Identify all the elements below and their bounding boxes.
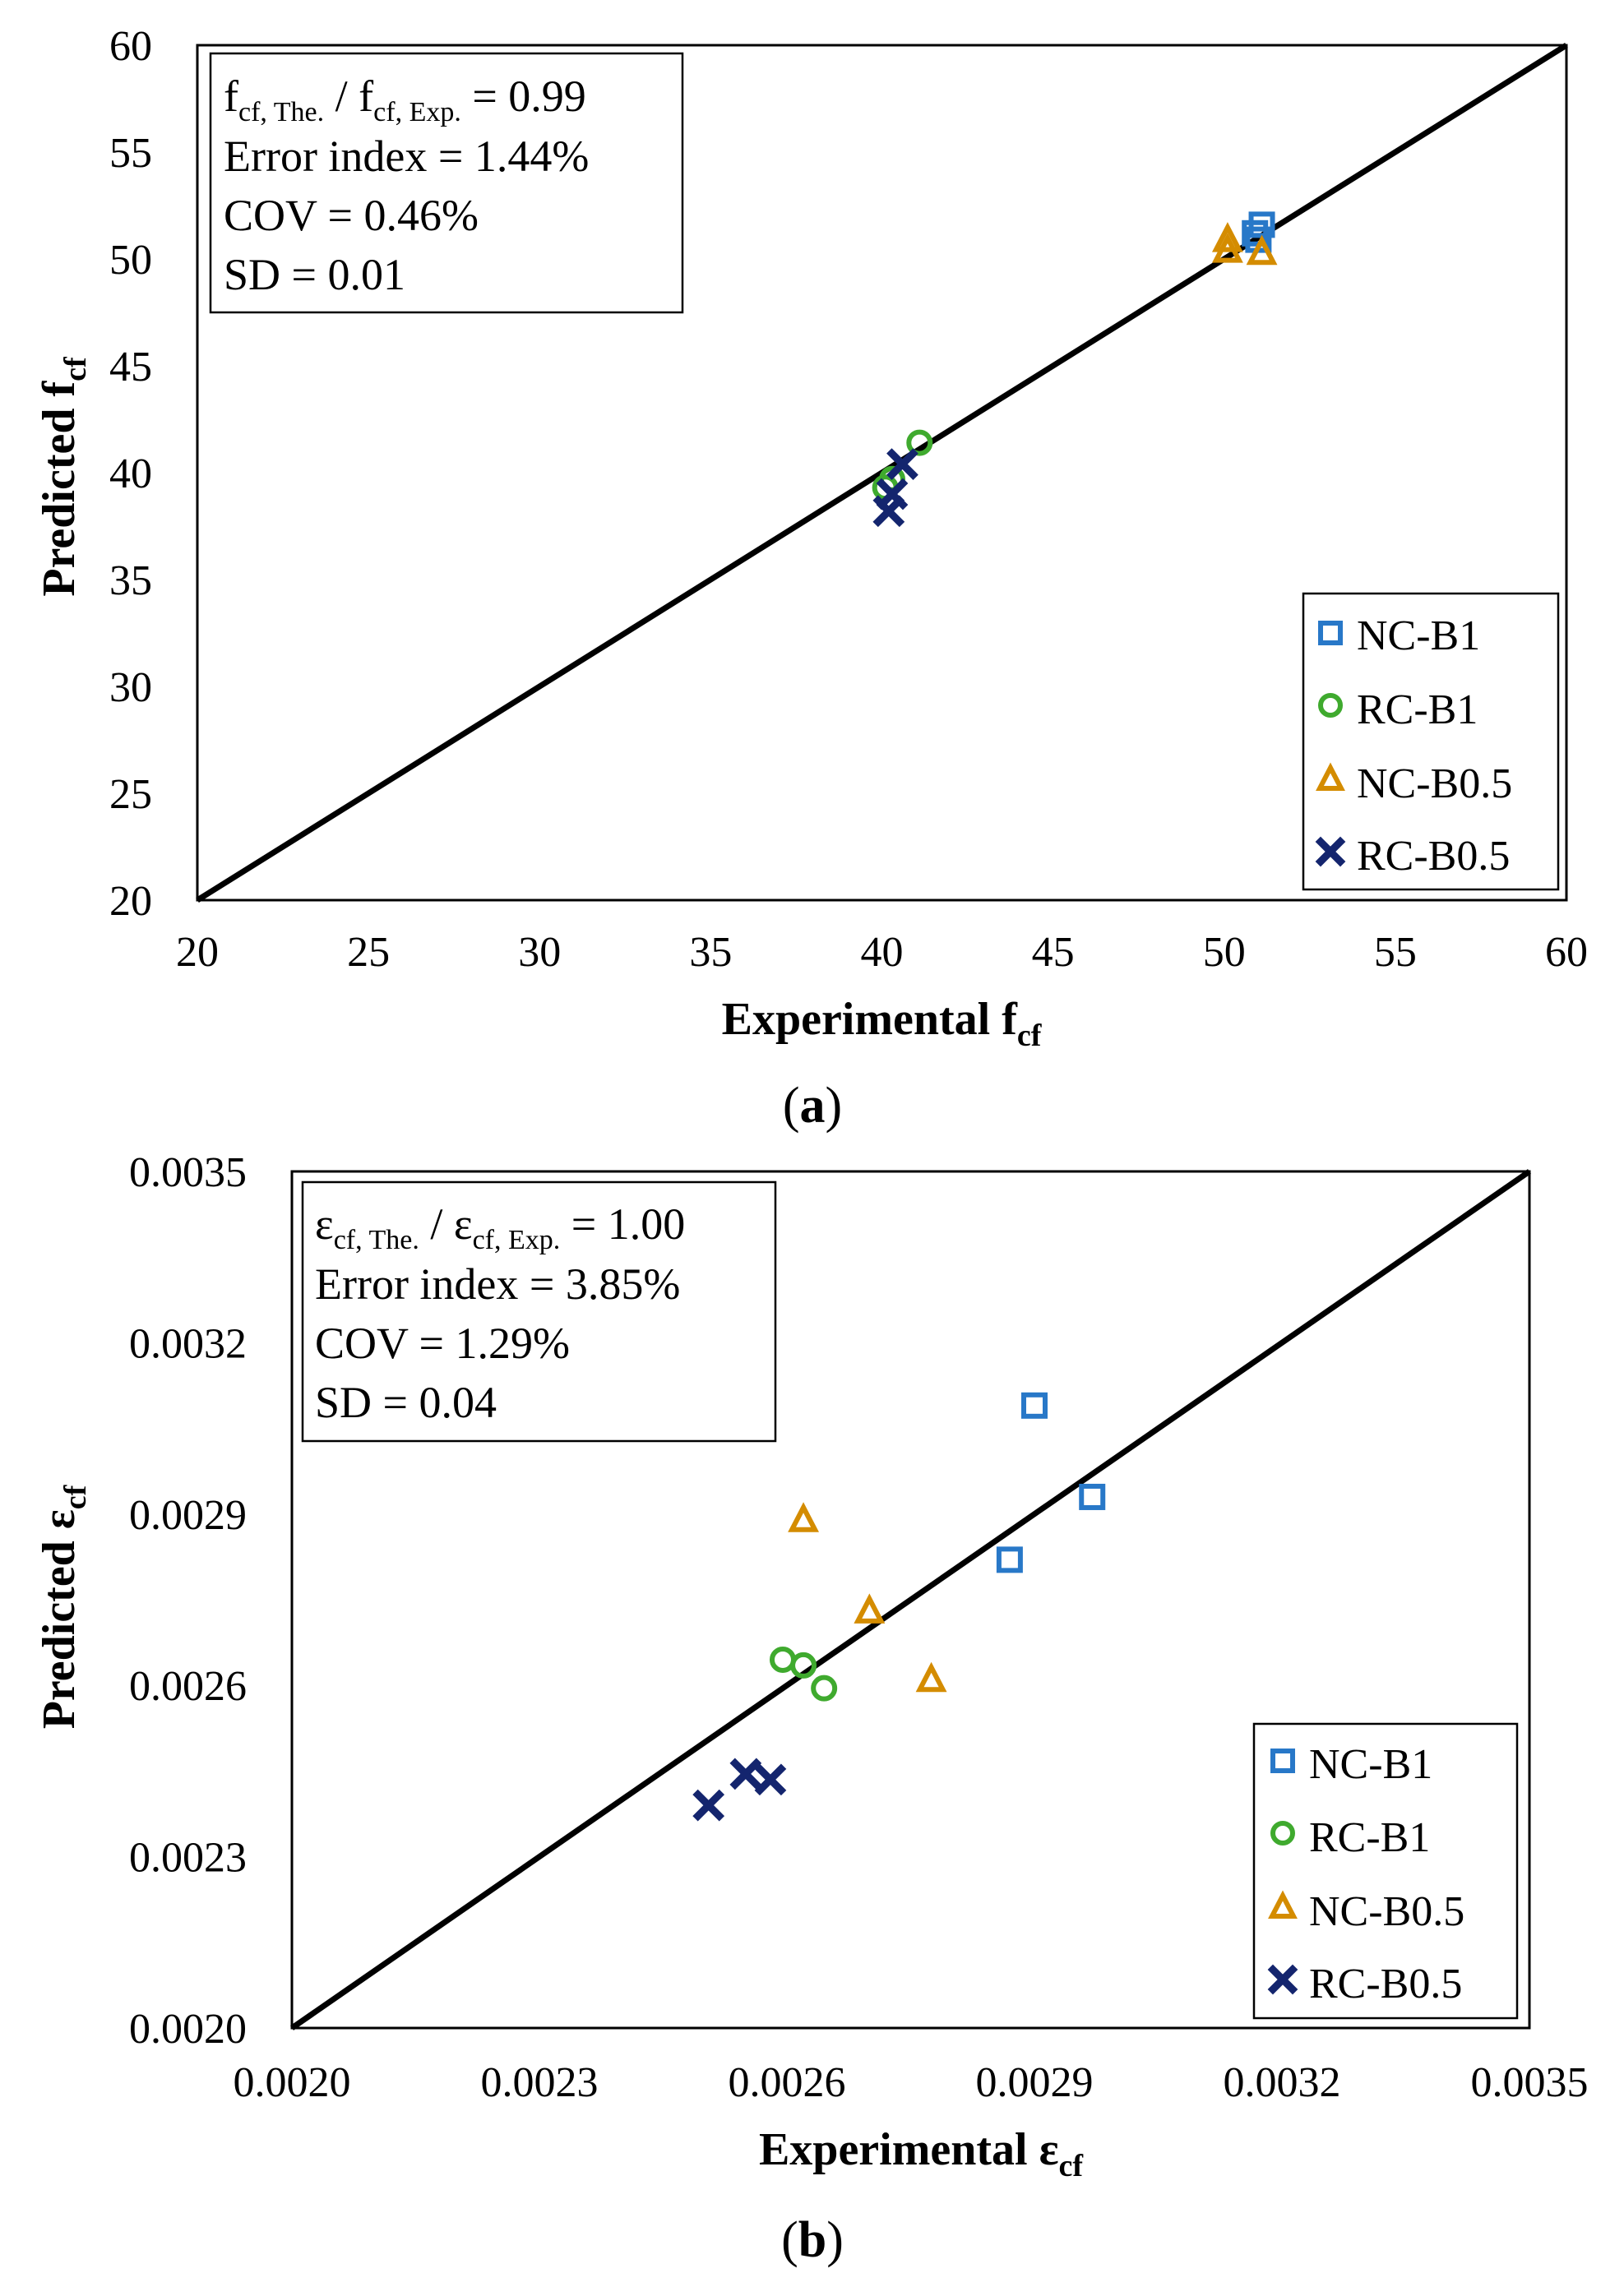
chart-a-x-tick-0: 20 [176, 929, 219, 976]
chart-a-y-tick-0: 20 [109, 878, 152, 925]
chart-b-legend-marker-nc-b1 [1270, 1749, 1295, 1773]
chart-b-point-rc-b05-2 [754, 1763, 787, 1796]
chart-a-markers [872, 211, 1278, 528]
chart-a-x-tick-5: 45 [1032, 929, 1075, 976]
chart-a-stats-box [209, 52, 684, 314]
chart-b-x-tick-5: 0.0035 [1471, 2059, 1589, 2106]
chart-a-y-tick-3: 35 [109, 557, 152, 604]
chart-b-legend-rc-b1: RC-B1 [1309, 1814, 1430, 1861]
chart-b-stat-error-index: Error index = 3.85% [315, 1259, 680, 1309]
chart-a-x-tick-2: 30 [518, 929, 561, 976]
chart-a-point-rc-b05-0 [886, 448, 918, 480]
chart-a-stat-sd: SD = 0.01 [224, 250, 405, 299]
chart-a-y-tick-2: 30 [109, 664, 152, 711]
chart-a-stat-cov: COV = 0.46% [224, 191, 479, 240]
chart-b-legend [1252, 1722, 1519, 2020]
chart-a-legend-nc-b1: NC-B1 [1357, 612, 1480, 659]
chart-b-panel-label: (b) [781, 2212, 844, 2268]
chart-a-plot-area [196, 44, 1568, 902]
chart-a-legend-marker-nc-b05 [1316, 762, 1345, 791]
chart-b-y-tick-4: 0.0032 [129, 1320, 247, 1367]
chart-b: 0.0020 0.0023 0.0026 0.0029 0.0032 0.0035 0.0… [34, 1149, 1589, 2268]
chart-b-point-nc-b1-2 [996, 1546, 1023, 1573]
chart-b-point-nc-b1-1 [1079, 1483, 1106, 1510]
chart-b-x-tick-0: 0.0020 [234, 2059, 351, 2106]
chart-b-x-tick-4: 0.0032 [1224, 2059, 1341, 2106]
chart-a-y-tick-8: 60 [109, 23, 152, 70]
chart-b-stat-sd: SD = 0.04 [315, 1378, 497, 1427]
chart-b-y-tick-2: 0.0026 [129, 1663, 247, 1710]
chart-b-x-tick-labels: 0.0020 0.0023 0.0026 0.0029 0.0032 0.0035 [234, 2059, 1589, 2106]
chart-b-plot-area [290, 1170, 1531, 2030]
chart-b-y-tick-3: 0.0029 [129, 1492, 247, 1539]
chart-b-reference-line [290, 1169, 1531, 2030]
chart-a-y-axis-title: Predicted fcf [34, 356, 93, 597]
chart-a-x-tick-labels: 20 25 30 35 40 45 50 55 60 [176, 929, 1588, 976]
chart-a-y-tick-4: 40 [109, 450, 152, 497]
chart-b-point-rc-b1-2 [811, 1675, 838, 1702]
chart-b-stat-cov: COV = 1.29% [315, 1319, 570, 1368]
chart-a-legend-markers [1315, 621, 1346, 867]
chart-a-point-nc-b05-2 [1246, 234, 1278, 266]
chart-b-y-axis-title: Predicted εcf [34, 1484, 93, 1729]
chart-b-y-tick-5: 0.0035 [129, 1149, 247, 1196]
chart-a-point-nc-b05-1 [1211, 222, 1243, 252]
chart-a-y-tick-7: 55 [109, 130, 152, 177]
chart-b-x-tick-2: 0.0026 [729, 2059, 846, 2106]
chart-b-x-axis-title: Experimental εcf [759, 2124, 1084, 2183]
chart-a: 20 25 30 35 40 45 50 55 60 20 25 30 35 40 45 50 55 60 fc… [34, 23, 1588, 1134]
chart-a-point-rc-b05-2 [872, 495, 905, 528]
chart-a-x-tick-4: 40 [861, 929, 904, 976]
chart-a-legend [1302, 592, 1560, 891]
chart-b-legend-nc-b05: NC-B0.5 [1309, 1888, 1464, 1935]
chart-b-point-rc-b1-1 [790, 1652, 817, 1679]
chart-a-x-axis-title: Experimental fcf [722, 994, 1043, 1053]
chart-a-y-tick-labels: 20 25 30 35 40 45 50 55 60 [109, 23, 152, 925]
chart-b-point-nc-b1-0 [1021, 1392, 1048, 1419]
chart-a-legend-nc-b05: NC-B0.5 [1357, 760, 1512, 807]
chart-b-y-tick-labels: 0.0020 0.0023 0.0026 0.0029 0.0032 0.0035 [129, 1149, 247, 2053]
chart-b-reference-line-group [290, 1169, 1531, 2030]
chart-b-y-tick-0: 0.0020 [129, 2006, 247, 2053]
chart-a-legend-marker-rc-b05 [1315, 836, 1346, 867]
chart-a-stat-ratio: fcf, The. / fcf, Exp. = 0.99 [224, 72, 586, 127]
chart-a-x-tick-6: 50 [1203, 929, 1246, 976]
chart-b-x-tick-1: 0.0023 [481, 2059, 599, 2106]
chart-a-x-tick-3: 35 [689, 929, 732, 976]
chart-a-legend-rc-b05: RC-B0.5 [1357, 833, 1510, 880]
chart-a-x-tick-8: 60 [1545, 929, 1588, 976]
chart-a-y-tick-5: 45 [109, 344, 152, 390]
chart-b-legend-markers [1267, 1749, 1298, 1995]
chart-b-legend-marker-nc-b05 [1268, 1890, 1298, 1919]
chart-b-legend-marker-rc-b1 [1270, 1821, 1295, 1846]
chart-b-stats-box [301, 1180, 777, 1443]
chart-b-legend-marker-rc-b05 [1267, 1964, 1298, 1995]
chart-b-x-tick-3: 0.0029 [976, 2059, 1094, 2106]
chart-a-panel-label: (a) [783, 1078, 842, 1134]
chart-b-point-nc-b05-2 [915, 1661, 947, 1693]
chart-a-legend-marker-rc-b1 [1318, 693, 1343, 718]
chart-a-x-tick-1: 25 [347, 929, 390, 976]
chart-a-y-tick-6: 50 [109, 237, 152, 284]
chart-a-legend-rc-b1: RC-B1 [1357, 686, 1478, 733]
chart-b-legend-nc-b1: NC-B1 [1309, 1741, 1432, 1788]
chart-a-legend-marker-nc-b1 [1318, 621, 1343, 645]
chart-b-markers [692, 1392, 1106, 1822]
chart-b-point-rc-b05-0 [692, 1789, 725, 1822]
chart-b-legend-rc-b05: RC-B0.5 [1309, 1961, 1462, 2007]
chart-a-stat-error-index: Error index = 1.44% [224, 132, 589, 181]
chart-a-y-tick-1: 25 [109, 771, 152, 818]
chart-b-point-rc-b1-0 [769, 1646, 796, 1673]
chart-b-stat-ratio: εcf, The. / εcf, Exp. = 1.00 [315, 1199, 685, 1255]
chart-b-point-nc-b05-0 [788, 1502, 820, 1532]
chart-a-x-tick-7: 55 [1374, 929, 1417, 976]
chart-a-point-rc-b1-0 [906, 429, 933, 456]
chart-b-y-tick-1: 0.0023 [129, 1835, 247, 1882]
chart-b-point-nc-b05-1 [854, 1593, 886, 1624]
chart-b-point-rc-b05-1 [729, 1758, 762, 1790]
